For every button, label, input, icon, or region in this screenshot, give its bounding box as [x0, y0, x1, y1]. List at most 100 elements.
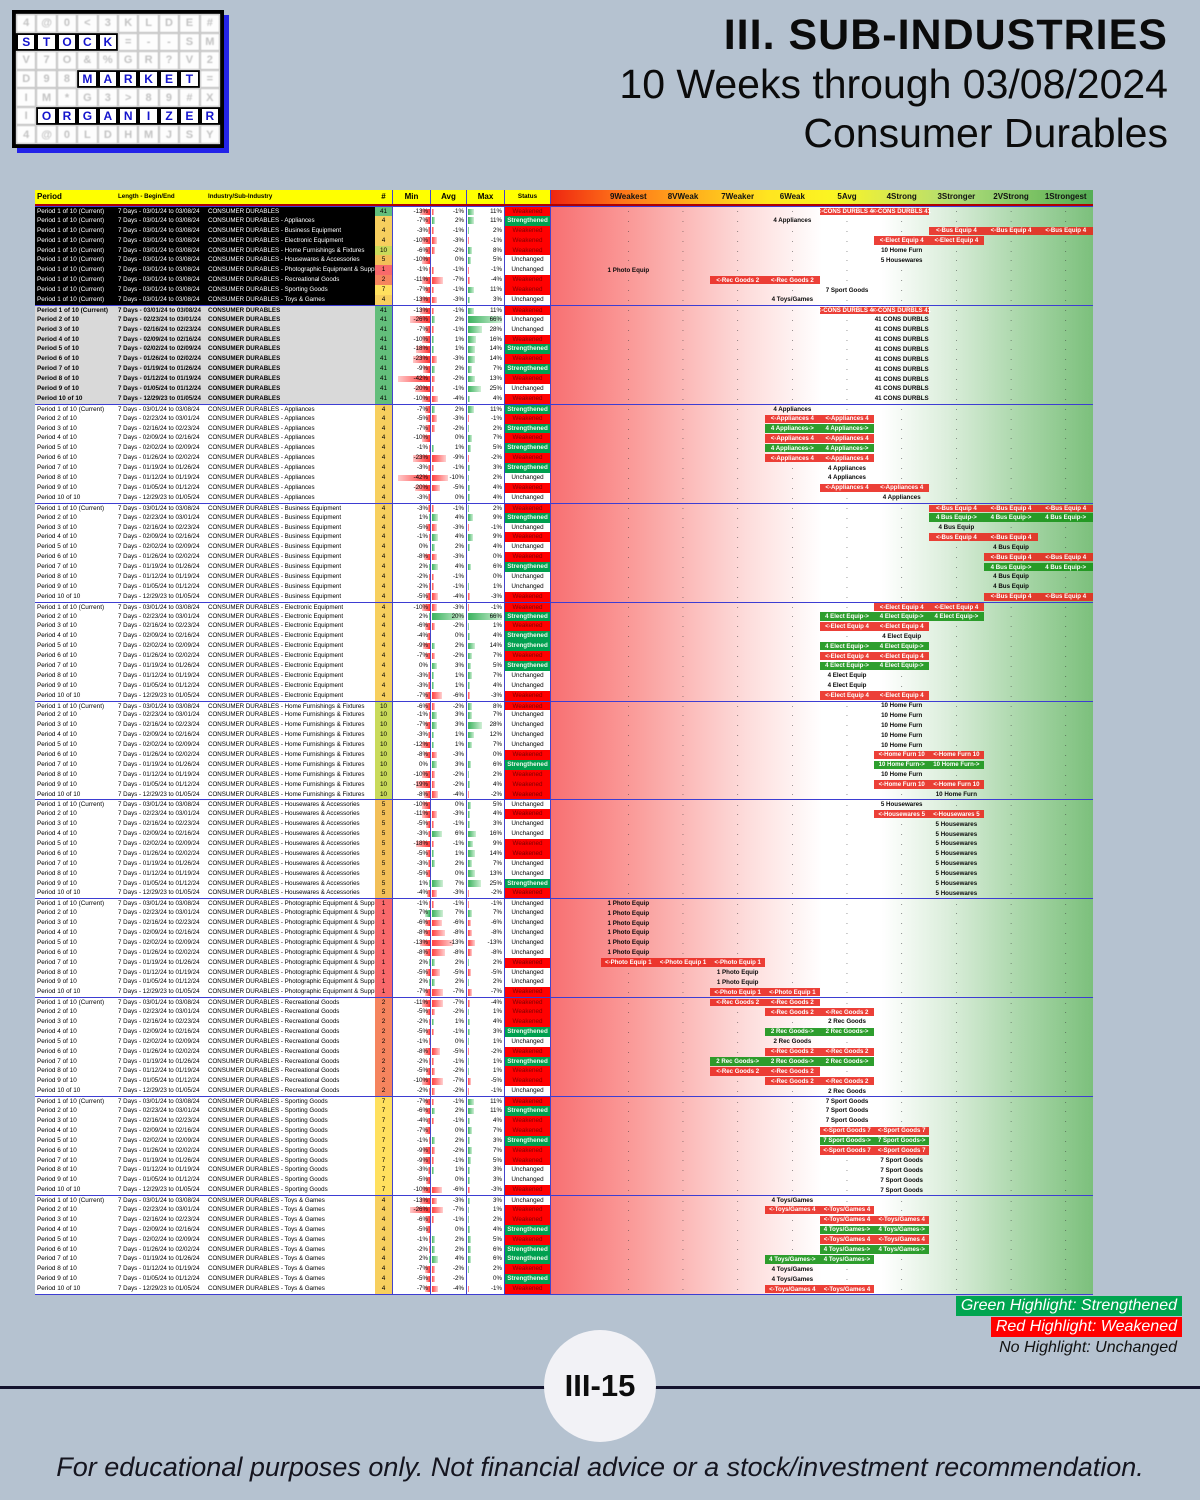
- strength-col-5avg[interactable]: .: [820, 384, 875, 394]
- strength-col-8vweak[interactable]: .: [656, 582, 711, 592]
- industry-cell[interactable]: CONSUMER DURABLES - Home Furnishings & F…: [205, 710, 375, 721]
- count-cell[interactable]: 10: [375, 789, 393, 800]
- count-cell[interactable]: 1: [375, 908, 393, 919]
- status-cell[interactable]: Weakened: [505, 1115, 551, 1126]
- period-cell[interactable]: Period 4 of 10: [35, 730, 115, 741]
- strength-col-9weakest[interactable]: .: [601, 1264, 656, 1274]
- strength-col-7weaker[interactable]: .: [710, 750, 765, 760]
- strength-col-7weaker[interactable]: 2 Rec Goods->: [710, 1057, 766, 1067]
- industry-cell[interactable]: CONSUMER DURABLES: [205, 374, 375, 385]
- count-cell[interactable]: 10: [375, 720, 393, 731]
- industry-cell[interactable]: CONSUMER DURABLES - Electronic Equipment: [205, 631, 375, 642]
- industry-cell[interactable]: CONSUMER DURABLES - Housewares & Accesso…: [205, 819, 375, 830]
- strength-col-6weak[interactable]: .: [765, 1235, 820, 1245]
- max-cell[interactable]: 3%: [467, 463, 505, 474]
- period-cell[interactable]: Period 8 of 10: [35, 1066, 115, 1077]
- length-cell[interactable]: 7 Days - 12/29/23 to 01/05/24: [115, 987, 205, 998]
- avg-cell[interactable]: 3%: [431, 720, 467, 731]
- industry-cell[interactable]: CONSUMER DURABLES: [205, 305, 375, 315]
- strength-col-6weak[interactable]: <-Appliances 4: [765, 453, 820, 463]
- industry-cell[interactable]: CONSUMER DURABLES - Sporting Goods: [205, 1155, 375, 1166]
- strength-col-9weakest[interactable]: .: [601, 1284, 656, 1294]
- avg-cell[interactable]: -1%: [431, 207, 467, 216]
- count-cell[interactable]: 4: [375, 611, 393, 622]
- strength-col-3stronger[interactable]: .: [929, 671, 984, 681]
- strength-col-9weakest[interactable]: .: [601, 572, 656, 582]
- avg-cell[interactable]: 20%: [431, 611, 467, 622]
- length-cell[interactable]: 7 Days - 03/01/24 to 03/08/24: [115, 295, 205, 305]
- status-cell[interactable]: Weakened: [505, 769, 551, 780]
- count-cell[interactable]: 10: [375, 710, 393, 721]
- max-cell[interactable]: -1%: [467, 235, 505, 246]
- avg-cell[interactable]: 4%: [431, 1254, 467, 1265]
- max-cell[interactable]: 6%: [467, 562, 505, 572]
- strength-col-7weaker[interactable]: .: [710, 603, 765, 612]
- status-cell[interactable]: Unchanged: [505, 928, 551, 938]
- strength-col-9weakest[interactable]: .: [601, 1274, 656, 1284]
- strength-col-9weakest[interactable]: .: [601, 1086, 656, 1096]
- strength-col-4strong[interactable]: .: [874, 987, 929, 997]
- period-cell[interactable]: Period 5 of 10: [35, 1036, 115, 1047]
- strength-col-8vweak[interactable]: .: [656, 592, 711, 602]
- status-cell[interactable]: Unchanged: [505, 522, 551, 533]
- strength-col-4strong[interactable]: .: [874, 216, 929, 226]
- min-cell[interactable]: -4%: [393, 631, 431, 642]
- length-cell[interactable]: 7 Days - 12/29/23 to 01/05/24: [115, 1284, 205, 1294]
- strength-col-9weakest[interactable]: .: [601, 1116, 656, 1126]
- length-cell[interactable]: 7 Days - 02/02/24 to 02/09/24: [115, 1135, 205, 1146]
- count-cell[interactable]: 4: [375, 542, 393, 553]
- strength-col-6weak[interactable]: .: [765, 255, 820, 265]
- status-cell[interactable]: Weakened: [505, 848, 551, 859]
- strength-col-8vweak[interactable]: .: [656, 780, 711, 790]
- length-cell[interactable]: 7 Days - 03/01/24 to 03/08/24: [115, 503, 205, 513]
- strength-col-1strongest[interactable]: .: [1038, 1057, 1093, 1067]
- strength-col-6weak[interactable]: .: [765, 603, 820, 612]
- strength-col-7weaker[interactable]: .: [710, 1205, 765, 1215]
- strength-col-5avg[interactable]: .: [820, 1037, 875, 1047]
- strength-col-1strongest[interactable]: .: [1038, 710, 1093, 720]
- strength-col-8vweak[interactable]: .: [656, 414, 711, 424]
- max-cell[interactable]: 5%: [467, 800, 505, 810]
- strength-col-3stronger[interactable]: .: [929, 1284, 984, 1294]
- strength-col-6weak[interactable]: .: [765, 770, 820, 780]
- strength-col-6weak[interactable]: .: [765, 493, 820, 503]
- max-cell[interactable]: 3%: [467, 1165, 505, 1176]
- strength-col-7weaker[interactable]: .: [710, 532, 765, 542]
- strength-col-2vstrong[interactable]: .: [984, 1116, 1039, 1126]
- strength-col-7weaker[interactable]: .: [710, 1086, 765, 1096]
- period-cell[interactable]: Period 10 of 10: [35, 888, 115, 899]
- strength-col-9weakest[interactable]: .: [601, 740, 656, 750]
- strength-col-5avg[interactable]: .: [820, 236, 875, 246]
- strength-col-2vstrong[interactable]: .: [984, 1037, 1039, 1047]
- industry-cell[interactable]: CONSUMER DURABLES - Recreational Goods: [205, 1036, 375, 1047]
- min-cell[interactable]: -20%: [393, 384, 431, 394]
- count-cell[interactable]: 4: [375, 1196, 393, 1205]
- industry-cell[interactable]: CONSUMER DURABLES: [205, 314, 375, 325]
- strength-col-5avg[interactable]: .: [820, 562, 875, 572]
- max-cell[interactable]: 4%: [467, 393, 505, 404]
- min-cell[interactable]: -10%: [393, 393, 431, 404]
- strength-col-8vweak[interactable]: .: [656, 1205, 711, 1215]
- strength-col-2vstrong[interactable]: .: [984, 216, 1039, 226]
- strength-col-4strong[interactable]: <-Elect Equip 4: [874, 651, 930, 661]
- strength-col-6weak[interactable]: .: [765, 879, 820, 889]
- avg-cell[interactable]: -3%: [431, 888, 467, 899]
- max-cell[interactable]: 6%: [467, 1254, 505, 1265]
- strength-col-5avg[interactable]: .: [820, 504, 875, 513]
- status-cell[interactable]: Unchanged: [505, 977, 551, 988]
- strength-col-2vstrong[interactable]: .: [984, 483, 1039, 493]
- length-cell[interactable]: 7 Days - 02/09/24 to 02/16/24: [115, 1125, 205, 1136]
- strength-col-7weaker[interactable]: .: [710, 1274, 765, 1284]
- strength-col-6weak[interactable]: <-Rec Goods 2: [765, 1007, 820, 1017]
- strength-col-4strong[interactable]: .: [874, 879, 929, 889]
- strength-col-6weak[interactable]: 4 Appliances: [765, 216, 820, 226]
- strength-col-2vstrong[interactable]: .: [984, 1205, 1039, 1215]
- min-cell[interactable]: -7%: [393, 404, 431, 414]
- strength-col-3stronger[interactable]: .: [929, 207, 984, 216]
- count-cell[interactable]: 4: [375, 1244, 393, 1255]
- strength-col-2vstrong[interactable]: .: [984, 691, 1039, 701]
- strength-col-4strong[interactable]: .: [874, 998, 929, 1007]
- avg-cell[interactable]: -2%: [431, 1264, 467, 1275]
- avg-cell[interactable]: 0%: [431, 631, 467, 642]
- strength-col-4strong[interactable]: <-Appliances 4: [874, 483, 930, 493]
